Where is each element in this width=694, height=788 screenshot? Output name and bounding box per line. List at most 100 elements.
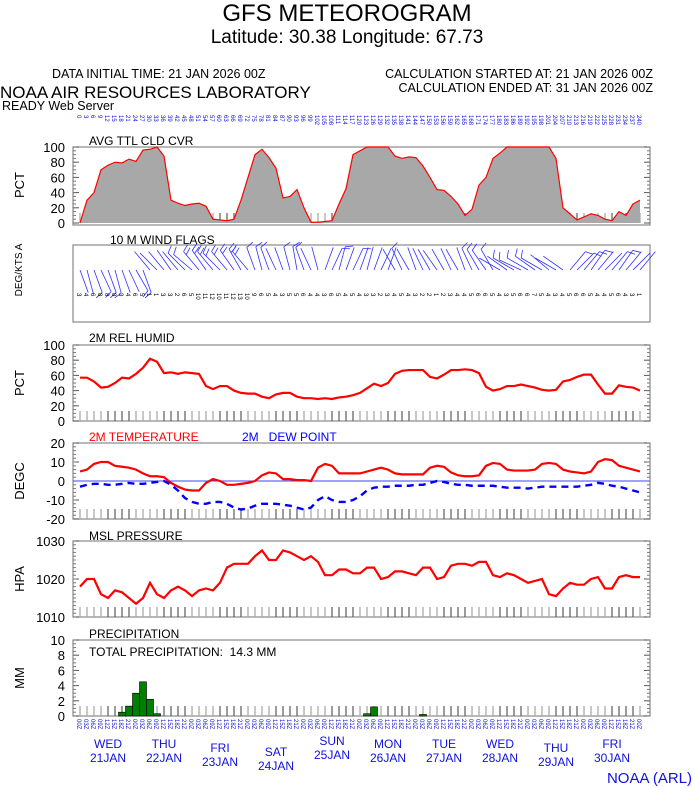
dew-title: 2M DEW POINT: [242, 430, 337, 444]
wind-barb-flag: [228, 242, 235, 250]
wind-speed-label: 5: [285, 293, 291, 297]
wind-barb: [440, 248, 452, 271]
wind-barb: [135, 269, 149, 291]
wind-barb: [265, 248, 277, 271]
wind-speed-label: 4: [306, 293, 312, 297]
rh-ytick-label: 80: [51, 353, 65, 368]
pressure-ylabel: HPA: [12, 566, 27, 592]
day-of-week-label: FRI: [210, 741, 229, 755]
wind-barb: [295, 247, 305, 271]
footer-credit: NOAA (ARL): [607, 770, 692, 787]
wind-barb: [283, 246, 291, 271]
utc-hour-label: 18Z: [117, 719, 123, 730]
forecast-hour-label: 87: [278, 115, 284, 122]
forecast-hour-label: 60: [215, 115, 221, 122]
forecast-hour-label: 12: [103, 115, 109, 122]
wind-barb-flag: [213, 247, 219, 255]
utc-hour-label: 12Z: [271, 719, 277, 730]
wind-speed-label: 4: [271, 293, 277, 297]
utc-hour-label: 00Z: [635, 719, 641, 730]
forecast-hour-label: 36: [159, 115, 165, 122]
wind-barb: [543, 255, 564, 271]
wind-barb: [139, 252, 158, 271]
forecast-hour-label: 177: [488, 115, 494, 126]
wind-barb-flag: [255, 241, 263, 248]
utc-hour-label: 03Z: [362, 719, 368, 730]
wind-speed-label: 4: [460, 293, 466, 297]
wind-speed-label: 1: [145, 293, 151, 297]
wind-barb: [466, 249, 480, 271]
wind-speed-label: 3: [369, 293, 375, 297]
wind-speed-label: 3: [75, 293, 81, 297]
wind-speed-label: 6: [523, 293, 529, 297]
wind-barb-flag: [114, 292, 122, 299]
wind-speed-label: 4: [544, 293, 550, 297]
rh-ytick-label: 0: [58, 414, 65, 429]
forecast-hour-label: 3: [82, 115, 88, 119]
wind-barb: [576, 252, 595, 271]
wind-barb: [300, 248, 312, 271]
forecast-hour-label: 210: [565, 115, 571, 126]
utc-hour-label: 18Z: [621, 719, 627, 730]
temp-title: 2M TEMPERATURE: [89, 430, 199, 444]
wind-barb-flag: [197, 244, 202, 252]
wind-speed-label: 11: [222, 293, 228, 300]
date-label: 27JAN: [426, 751, 462, 765]
utc-hour-label: 12Z: [327, 719, 333, 730]
wind-barb: [535, 257, 557, 271]
wind-barb: [142, 269, 152, 293]
wind-barb-flag: [283, 241, 291, 248]
date-label: 28JAN: [482, 751, 518, 765]
utc-hour-label: 12Z: [551, 719, 557, 730]
wind-barb: [246, 247, 256, 271]
forecast-hour-label: 39: [166, 115, 172, 122]
wind-speed-label: 2: [376, 293, 382, 297]
wind-barb-flag: [109, 292, 117, 299]
wind-barb-flag: [345, 245, 354, 248]
wind-barb: [493, 257, 515, 271]
utc-hour-label: 12Z: [159, 719, 165, 730]
utc-hour-label: 15Z: [110, 719, 116, 730]
utc-hour-label: 00Z: [411, 719, 417, 730]
wind-barb: [79, 269, 89, 293]
utc-hour-label: 09Z: [320, 719, 326, 730]
utc-hour-label: 06Z: [481, 719, 487, 730]
wind-speed-label: 4: [600, 293, 606, 297]
utc-hour-label: 18Z: [565, 719, 571, 730]
pressure-ytick-label: 1020: [36, 572, 65, 587]
wind-speed-label: 5: [509, 293, 515, 297]
utc-hour-label: 06Z: [201, 719, 207, 730]
forecast-hour-label: 75: [250, 115, 256, 122]
utc-hour-label: 03Z: [138, 719, 144, 730]
forecast-hour-label: 192: [523, 115, 529, 126]
precip-ylabel: MM: [12, 667, 27, 689]
wind-barb-flag: [292, 241, 300, 247]
forecast-hour-label: 144: [411, 115, 417, 126]
cloud-ytick-label: 60: [51, 170, 65, 185]
utc-hour-label: 09Z: [432, 719, 438, 730]
precip-bar: [370, 706, 378, 717]
wind-barb: [100, 269, 112, 292]
wind-barb: [487, 255, 508, 271]
utc-hour-label: 00Z: [299, 719, 305, 730]
forecast-hour-label: 9: [96, 115, 102, 119]
init-time: DATA INITIAL TIME: 21 JAN 2026 00Z: [52, 67, 266, 81]
temp-ytick-label: 0: [58, 474, 65, 489]
utc-hour-label: 06Z: [145, 719, 151, 730]
wind-barb-flag: [246, 241, 254, 248]
wind-barb-flag: [391, 242, 398, 249]
wind-speed-label: 5: [586, 293, 592, 297]
forecast-hour-label: 108: [327, 115, 333, 126]
forecast-hour-label: 93: [292, 115, 298, 122]
wind-speed-label: 8: [110, 293, 116, 297]
wind-speed-label: 13: [236, 293, 242, 300]
wind-barb-flag: [194, 246, 200, 254]
forecast-hour-label: 234: [621, 115, 627, 126]
forecast-hour-label: 99: [306, 115, 312, 122]
forecast-hour-label: 207: [558, 115, 564, 126]
wind-speed-label: 6: [516, 293, 522, 297]
utc-hour-label: 21Z: [628, 719, 634, 730]
wind-speed-label: 3: [502, 293, 508, 297]
utc-hour-label: 21Z: [460, 719, 466, 730]
wind-barb-flag: [342, 247, 351, 250]
